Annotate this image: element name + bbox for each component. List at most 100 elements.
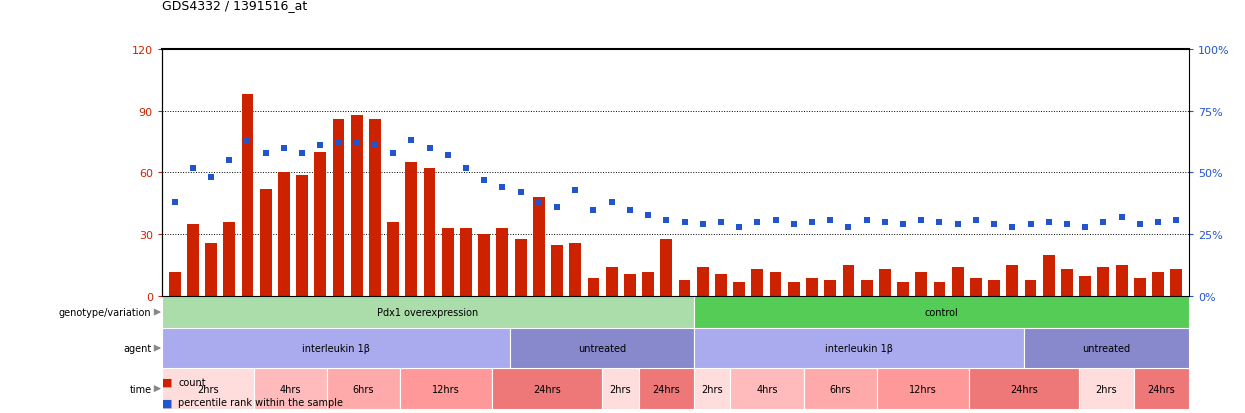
- Text: 2hrs: 2hrs: [1096, 384, 1117, 394]
- Text: ■: ■: [162, 377, 172, 387]
- Bar: [1134, 278, 1145, 297]
- Bar: [423, 169, 436, 297]
- Text: Pdx1 overexpression: Pdx1 overexpression: [377, 307, 478, 317]
- Bar: [162, 297, 693, 328]
- Text: 24hrs: 24hrs: [652, 384, 680, 394]
- Text: GDS4332 / 1391516_at: GDS4332 / 1391516_at: [162, 0, 308, 12]
- Text: agent: agent: [123, 343, 152, 353]
- Bar: [1116, 266, 1128, 297]
- Bar: [588, 278, 599, 297]
- Bar: [989, 280, 1000, 297]
- Bar: [1061, 270, 1073, 297]
- Bar: [497, 229, 508, 297]
- Bar: [569, 243, 581, 297]
- Bar: [254, 368, 327, 409]
- Bar: [1170, 270, 1183, 297]
- Text: genotype/variation: genotype/variation: [59, 307, 152, 317]
- Bar: [406, 163, 417, 297]
- Bar: [401, 368, 492, 409]
- Bar: [1152, 272, 1164, 297]
- Bar: [478, 235, 491, 297]
- Bar: [970, 278, 982, 297]
- Bar: [969, 368, 1079, 409]
- Bar: [951, 268, 964, 297]
- Text: 24hrs: 24hrs: [533, 384, 561, 394]
- Bar: [769, 272, 782, 297]
- Text: 6hrs: 6hrs: [352, 384, 375, 394]
- Bar: [278, 173, 290, 297]
- Text: 2hrs: 2hrs: [197, 384, 219, 394]
- Bar: [843, 266, 854, 297]
- Text: control: control: [925, 307, 959, 317]
- Text: percentile rank within the sample: percentile rank within the sample: [178, 397, 344, 407]
- Text: 4hrs: 4hrs: [757, 384, 778, 394]
- Text: time: time: [129, 384, 152, 394]
- Bar: [693, 328, 1023, 368]
- Bar: [898, 282, 909, 297]
- Bar: [260, 190, 271, 297]
- Text: 2hrs: 2hrs: [610, 384, 631, 394]
- Bar: [915, 272, 928, 297]
- Text: count: count: [178, 377, 205, 387]
- Bar: [1025, 280, 1036, 297]
- Bar: [351, 116, 362, 297]
- Text: 6hrs: 6hrs: [829, 384, 852, 394]
- Bar: [1023, 328, 1189, 368]
- Bar: [552, 245, 563, 297]
- Bar: [1079, 276, 1091, 297]
- Bar: [804, 368, 878, 409]
- Bar: [1079, 368, 1134, 409]
- Bar: [387, 223, 400, 297]
- Bar: [715, 274, 727, 297]
- Bar: [879, 270, 890, 297]
- Bar: [752, 270, 763, 297]
- Bar: [660, 239, 672, 297]
- Bar: [733, 282, 745, 297]
- Bar: [806, 278, 818, 297]
- Bar: [624, 274, 636, 297]
- Bar: [205, 243, 217, 297]
- Bar: [878, 368, 969, 409]
- Bar: [162, 368, 254, 409]
- Bar: [731, 368, 804, 409]
- Bar: [788, 282, 799, 297]
- Bar: [639, 368, 693, 409]
- Bar: [1006, 266, 1018, 297]
- Text: 24hrs: 24hrs: [1148, 384, 1175, 394]
- Bar: [510, 328, 693, 368]
- Bar: [679, 280, 691, 297]
- Bar: [693, 297, 1189, 328]
- Bar: [162, 328, 510, 368]
- Text: 4hrs: 4hrs: [279, 384, 301, 394]
- Bar: [606, 268, 618, 297]
- Bar: [442, 229, 453, 297]
- Text: interleukin 1β: interleukin 1β: [303, 343, 370, 353]
- Bar: [168, 272, 181, 297]
- Bar: [603, 368, 639, 409]
- Text: ■: ■: [162, 397, 172, 407]
- Bar: [642, 272, 654, 297]
- Bar: [461, 229, 472, 297]
- Bar: [1134, 368, 1189, 409]
- Text: interleukin 1β: interleukin 1β: [825, 343, 893, 353]
- Bar: [332, 119, 345, 297]
- Bar: [533, 198, 545, 297]
- Bar: [369, 119, 381, 297]
- Bar: [327, 368, 401, 409]
- Bar: [315, 152, 326, 297]
- Text: untreated: untreated: [1082, 343, 1130, 353]
- Text: 2hrs: 2hrs: [701, 384, 723, 394]
- Text: untreated: untreated: [578, 343, 626, 353]
- Bar: [187, 225, 199, 297]
- Bar: [824, 280, 837, 297]
- Bar: [860, 280, 873, 297]
- Bar: [514, 239, 527, 297]
- Bar: [693, 368, 731, 409]
- Bar: [1043, 255, 1055, 297]
- Bar: [697, 268, 708, 297]
- Bar: [492, 368, 603, 409]
- Text: 12hrs: 12hrs: [432, 384, 459, 394]
- Bar: [934, 282, 945, 297]
- Bar: [296, 175, 308, 297]
- Bar: [1097, 268, 1109, 297]
